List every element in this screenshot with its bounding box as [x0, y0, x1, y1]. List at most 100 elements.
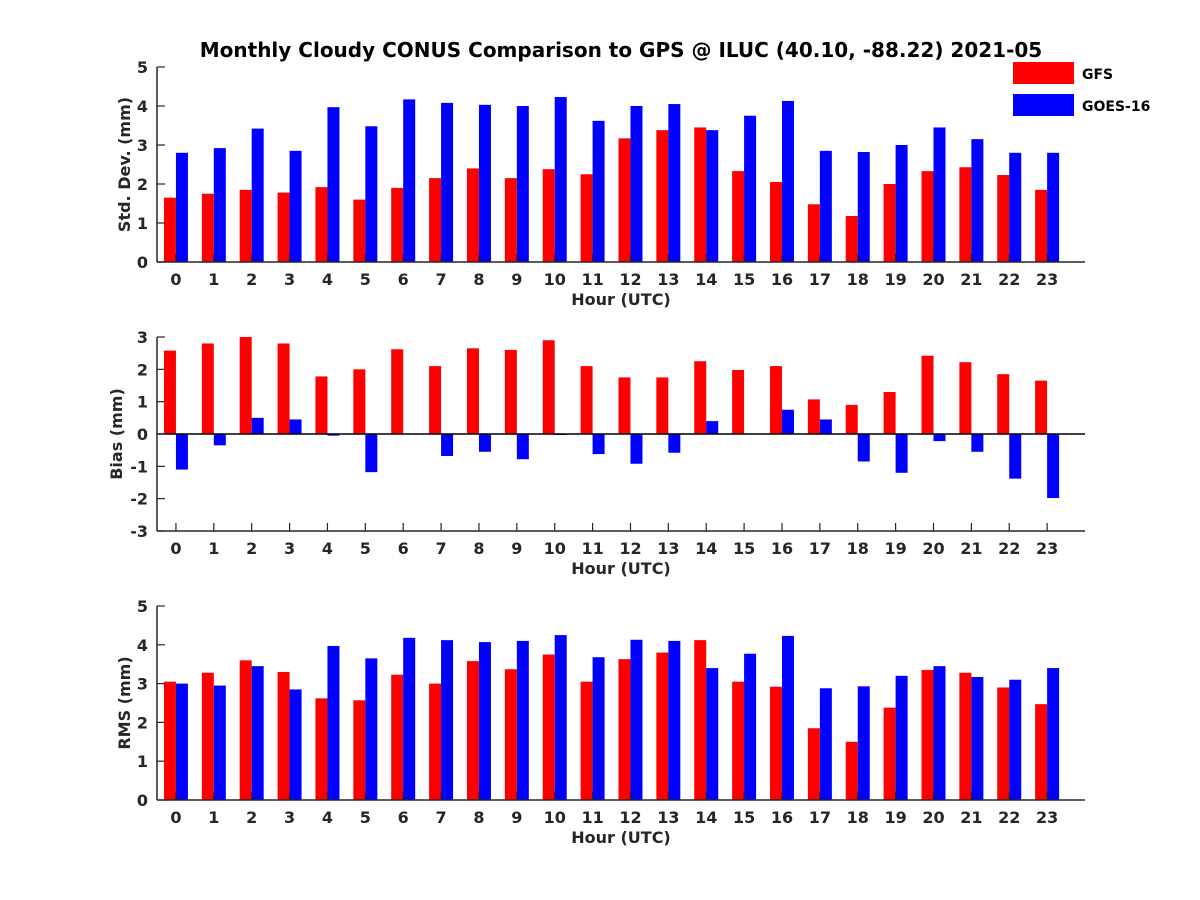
- rms-bar-goes16-13: [668, 640, 681, 800]
- std-dev-bar-gfs-14: [694, 127, 707, 262]
- bias-bar-gfs-13: [656, 377, 669, 434]
- bias-bar-goes16-9: [516, 434, 529, 460]
- std-dev-ytick-label: 1: [137, 214, 148, 233]
- bias-bar-goes16-21: [971, 434, 984, 452]
- bias-xtick-label: 7: [436, 539, 447, 558]
- std-dev-ytick-label: 2: [137, 175, 148, 194]
- bias-bar-goes16-7: [441, 434, 454, 456]
- bias-bar-gfs-23: [1035, 380, 1048, 434]
- bias-bar-gfs-17: [807, 399, 820, 434]
- rms-ytick-label: 0: [137, 791, 148, 810]
- std-dev-bar-gfs-6: [391, 187, 404, 262]
- bias-bar-gfs-7: [429, 366, 442, 434]
- std-dev-bar-goes16-15: [744, 115, 757, 262]
- bias-ylabel: Bias (mm): [107, 388, 126, 480]
- std-dev-bar-goes16-17: [819, 150, 832, 262]
- bias-bar-goes16-14: [706, 421, 719, 434]
- std-dev-bar-gfs-0: [163, 197, 176, 262]
- rms-bar-gfs-15: [732, 681, 745, 800]
- std-dev-bar-goes16-7: [441, 102, 454, 262]
- bias-bar-goes16-0: [175, 434, 188, 470]
- std-dev-xtick-label: 12: [619, 270, 641, 289]
- bias-ytick-label: 1: [137, 393, 148, 412]
- bias-bar-goes16-2: [251, 417, 264, 434]
- bias-bar-gfs-5: [353, 369, 366, 434]
- std-dev-bar-goes16-22: [1009, 152, 1022, 262]
- rms-ytick-label: 3: [137, 675, 148, 694]
- bias-xtick-label: 20: [922, 539, 944, 558]
- rms-xtick-label: 14: [695, 808, 717, 827]
- rms-bar-goes16-5: [365, 658, 378, 800]
- bias-xtick-label: 18: [847, 539, 869, 558]
- rms-bar-gfs-20: [921, 670, 934, 800]
- rms-xtick-label: 15: [733, 808, 755, 827]
- legend-swatch-goes16: [1013, 94, 1074, 116]
- std-dev-bar-gfs-4: [315, 187, 328, 262]
- rms-bar-goes16-11: [592, 657, 605, 800]
- std-dev-bar-goes16-16: [781, 100, 794, 263]
- bias-bar-gfs-20: [921, 355, 934, 434]
- rms-xtick-label: 16: [771, 808, 793, 827]
- rms-bar-goes16-7: [441, 640, 454, 800]
- rms-bar-gfs-10: [542, 654, 555, 800]
- std-dev-bar-goes16-23: [1047, 152, 1060, 262]
- rms-xtick-label: 19: [884, 808, 906, 827]
- bias-ytick-label: -1: [130, 457, 148, 476]
- rms-bar-gfs-22: [997, 687, 1010, 800]
- std-dev-bar-gfs-7: [429, 178, 442, 262]
- bias-xtick-label: 2: [246, 539, 257, 558]
- rms-xtick-label: 20: [922, 808, 944, 827]
- std-dev-xtick-label: 21: [960, 270, 982, 289]
- std-dev-bar-gfs-5: [353, 199, 366, 262]
- rms-bar-gfs-5: [353, 700, 366, 800]
- rms-xtick-label: 5: [360, 808, 371, 827]
- bias-xtick-label: 12: [619, 539, 641, 558]
- rms-xtick-label: 9: [511, 808, 522, 827]
- bias-xlabel: Hour (UTC): [571, 559, 671, 578]
- std-dev-bar-gfs-17: [807, 204, 820, 262]
- rms-bar-goes16-14: [706, 668, 719, 800]
- rms-xtick-label: 17: [809, 808, 831, 827]
- bias-bar-gfs-2: [239, 337, 252, 434]
- rms-bar-gfs-13: [656, 652, 669, 800]
- std-dev-bar-goes16-18: [857, 152, 870, 262]
- rms-xtick-label: 2: [246, 808, 257, 827]
- rms-ylabel: RMS (mm): [115, 656, 134, 749]
- std-dev-xtick-label: 2: [246, 270, 257, 289]
- rms-bar-gfs-17: [807, 728, 820, 800]
- bias-bar-gfs-22: [997, 374, 1010, 434]
- std-dev-ytick-label: 0: [137, 253, 148, 272]
- bias-xtick-label: 23: [1036, 539, 1058, 558]
- rms-bar-goes16-9: [516, 640, 529, 800]
- bias-bar-gfs-8: [466, 348, 479, 434]
- rms-xtick-label: 0: [170, 808, 181, 827]
- rms-bar-gfs-3: [277, 671, 290, 800]
- std-dev-xtick-label: 14: [695, 270, 717, 289]
- bias-bar-goes16-11: [592, 434, 605, 455]
- rms-xtick-label: 3: [284, 808, 295, 827]
- bias-bar-goes16-8: [478, 434, 491, 452]
- bias-xtick-label: 4: [322, 539, 333, 558]
- bias-bar-gfs-18: [845, 404, 858, 434]
- bias-xtick-label: 0: [170, 539, 181, 558]
- std-dev-bar-goes16-8: [478, 104, 491, 262]
- rms-bar-gfs-16: [769, 686, 782, 800]
- bias-xtick-label: 17: [809, 539, 831, 558]
- bias-bar-gfs-16: [769, 366, 782, 434]
- rms-xtick-label: 21: [960, 808, 982, 827]
- rms-xtick-label: 7: [436, 808, 447, 827]
- legend: GFS GOES-16: [1013, 62, 1150, 116]
- bias-ytick-label: 0: [137, 425, 148, 444]
- rms-bar-gfs-1: [201, 672, 214, 800]
- bias-xtick-label: 15: [733, 539, 755, 558]
- std-dev-bar-goes16-3: [289, 150, 302, 262]
- rms-bar-gfs-4: [315, 698, 328, 800]
- rms-xtick-label: 12: [619, 808, 641, 827]
- std-dev-bar-goes16-5: [365, 126, 378, 262]
- rms-ytick-label: 5: [137, 597, 148, 616]
- std-dev-xtick-label: 6: [398, 270, 409, 289]
- bias-bar-gfs-10: [542, 340, 555, 434]
- legend-label-goes16: GOES-16: [1082, 99, 1150, 115]
- rms-xtick-label: 4: [322, 808, 333, 827]
